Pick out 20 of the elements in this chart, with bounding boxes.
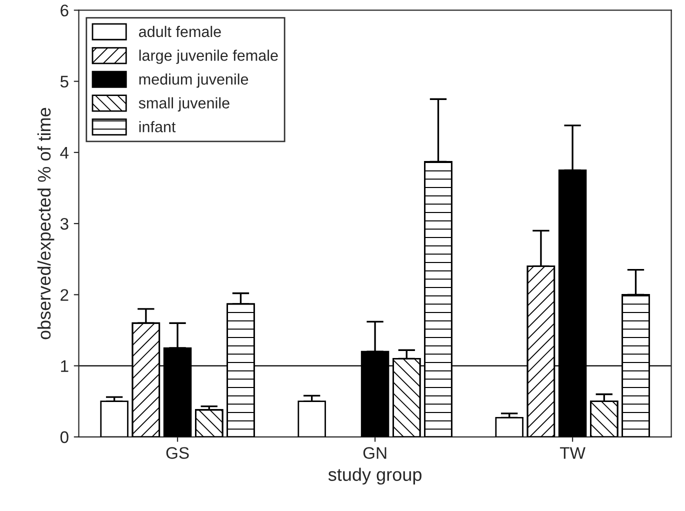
y-tick-label: 3 xyxy=(60,218,68,230)
y-tick-label: 1 xyxy=(61,360,68,372)
bar xyxy=(100,400,128,437)
y-tick-label: 2 xyxy=(60,289,68,301)
x-axis-title: study group xyxy=(328,468,422,485)
legend-label: infant xyxy=(139,121,176,132)
y-tick-label: 6 xyxy=(60,4,68,16)
y-tick-label: 5 xyxy=(60,76,68,88)
y-axis-title: observed/expected % of time xyxy=(37,108,54,340)
legend-label: adult female xyxy=(139,26,221,38)
legend-label: medium juvenile xyxy=(139,73,248,88)
y-tick-label: 0 xyxy=(60,431,68,444)
x-tick-label: GN xyxy=(363,447,386,459)
y-tick-label: 4 xyxy=(60,147,69,158)
x-tick-label: TW xyxy=(560,447,586,459)
legend-label: small juvenile xyxy=(138,97,230,112)
x-tick-label: GS xyxy=(166,447,189,459)
bar xyxy=(298,400,326,437)
bar xyxy=(495,417,524,437)
legend-label: large juvenile female xyxy=(139,50,278,64)
